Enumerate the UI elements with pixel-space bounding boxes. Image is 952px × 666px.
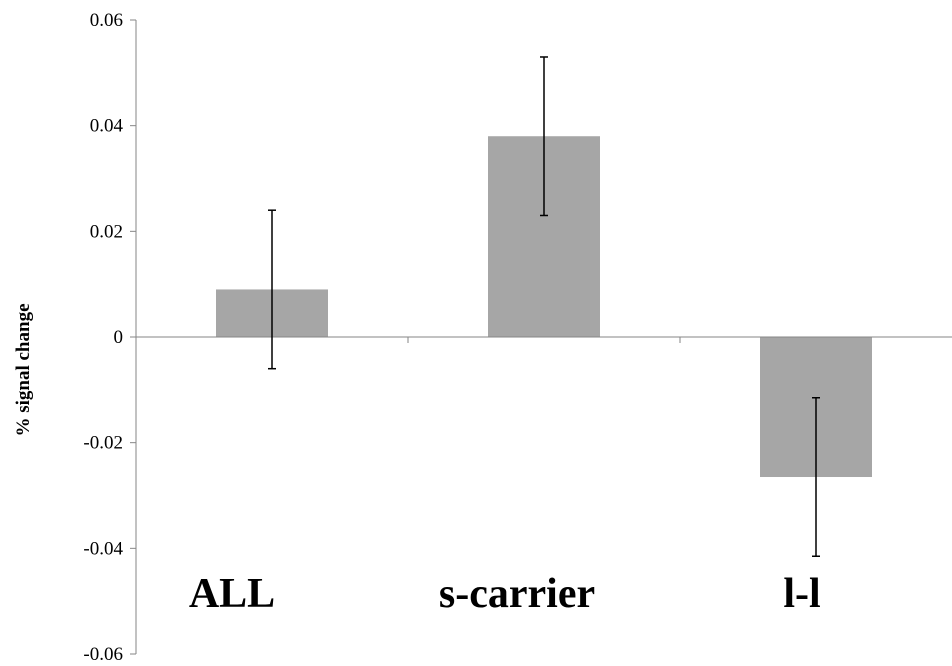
y-axis-label: % signal change: [13, 303, 34, 436]
bars: [216, 136, 872, 478]
category-label: ALL: [189, 571, 275, 617]
y-axis: [130, 19, 137, 655]
y-tick-label: 0: [114, 327, 124, 348]
y-tick-label: 0.02: [90, 221, 123, 242]
y-tick-labels: 0.06 0.04 0.02 0 -0.02 -0.04 -0.06: [83, 10, 123, 665]
y-tick-label: -0.06: [83, 644, 123, 665]
y-tick-label: -0.04: [83, 538, 123, 559]
y-tick-label: 0.06: [90, 10, 123, 31]
category-label: s-carrier: [439, 571, 595, 617]
y-tick-label: -0.02: [83, 433, 123, 454]
error-bar: [540, 56, 548, 217]
y-tick-label: 0.04: [90, 116, 124, 137]
error-bar: [268, 209, 276, 370]
category-labels: ALL s-carrier l-l: [189, 571, 821, 617]
error-bars: [268, 56, 820, 558]
category-label: l-l: [783, 571, 820, 617]
error-bar: [812, 397, 820, 558]
